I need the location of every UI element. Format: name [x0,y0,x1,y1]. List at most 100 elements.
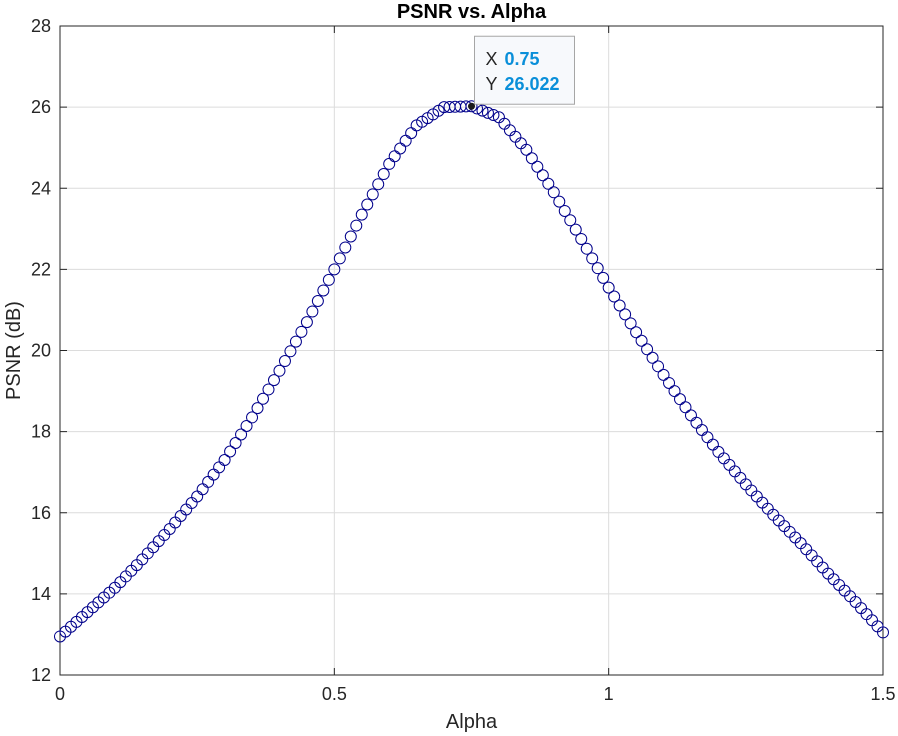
data-point[interactable] [235,428,248,441]
data-point[interactable] [564,214,577,227]
data-point[interactable] [613,299,626,312]
data-point[interactable] [218,454,231,467]
data-point[interactable] [372,178,385,191]
data-point[interactable] [383,157,396,170]
data-point[interactable] [278,355,291,368]
data-point[interactable] [657,368,670,381]
data-markers[interactable] [54,100,889,643]
data-point[interactable] [591,262,604,275]
data-point[interactable] [366,188,379,201]
data-point[interactable] [246,411,259,424]
data-point[interactable] [509,130,522,143]
data-point[interactable] [514,137,527,150]
data-point[interactable] [717,452,730,465]
data-point[interactable] [553,195,566,208]
data-point[interactable] [668,385,681,398]
data-point[interactable] [580,242,593,255]
data-point[interactable] [257,392,270,405]
data-point[interactable] [213,461,226,474]
data-point[interactable] [734,471,747,484]
data-point[interactable] [695,424,708,437]
data-point[interactable] [399,134,412,147]
data-point[interactable] [169,516,182,529]
x-tick-labels: 0 0.5 1 1.5 [55,684,896,704]
data-point[interactable] [673,393,686,406]
data-point[interactable] [630,326,643,339]
data-point[interactable] [240,419,253,432]
data-point[interactable] [608,290,621,303]
data-point[interactable] [196,483,209,496]
datatip-y-value: 26.022 [505,74,560,94]
data-point[interactable] [355,208,368,221]
data-point[interactable] [394,142,407,155]
data-point[interactable] [723,458,736,471]
data-point[interactable] [476,104,489,117]
data-point[interactable] [333,252,346,265]
data-point[interactable] [267,374,280,387]
data-point[interactable] [520,143,533,156]
data-point[interactable] [597,271,610,284]
data-point[interactable] [273,364,286,377]
data-point[interactable] [377,168,390,181]
data-point[interactable] [284,345,297,358]
data-point[interactable] [586,252,599,265]
data-point[interactable] [728,465,741,478]
data-point[interactable] [251,402,264,415]
data-point[interactable] [229,436,242,449]
data-point[interactable] [652,360,665,373]
data-point[interactable] [289,335,302,348]
data-point[interactable] [300,316,313,329]
data-point[interactable] [701,431,714,444]
data-point[interactable] [646,351,659,364]
data-point[interactable] [322,273,335,286]
data-point[interactable] [388,150,401,163]
data-point[interactable] [619,308,632,321]
data-point[interactable] [569,223,582,236]
data-point[interactable] [547,186,560,199]
data-point[interactable] [328,263,341,276]
data-point[interactable] [339,241,352,254]
data-point[interactable] [684,409,697,422]
data-point[interactable] [531,160,544,173]
data-point[interactable] [224,445,237,458]
data-point[interactable] [317,284,330,297]
data-point[interactable] [641,343,654,356]
data-point[interactable] [624,317,637,330]
data-point[interactable] [174,509,187,522]
data-point[interactable] [525,152,538,165]
data-point[interactable] [311,295,324,308]
data-point[interactable] [405,127,418,140]
data-point[interactable] [487,109,500,122]
data-point[interactable] [503,124,516,137]
data-point[interactable] [180,503,193,516]
data-point[interactable] [635,334,648,347]
data-point[interactable] [575,232,588,245]
data-point[interactable] [558,204,571,217]
y-tick-label: 16 [31,503,51,523]
data-point[interactable] [542,177,555,190]
data-point[interactable] [690,416,703,429]
datatip[interactable]: X 0.75 Y 26.022 [468,35,575,110]
data-point[interactable] [344,230,357,243]
data-point[interactable] [361,198,374,211]
data-point[interactable] [202,475,215,488]
data-point[interactable] [191,490,204,503]
datatip-x-key: X [486,49,498,69]
data-point[interactable] [679,401,692,414]
data-point[interactable] [262,383,275,396]
data-point[interactable] [465,100,478,113]
data-point[interactable] [498,117,511,130]
data-point[interactable] [706,438,719,451]
data-point[interactable] [712,445,725,458]
data-point[interactable] [536,169,549,182]
data-point[interactable] [306,305,319,318]
data-point[interactable] [185,497,198,510]
data-point[interactable] [350,219,363,232]
data-point[interactable] [663,376,676,389]
data-point[interactable] [481,106,494,119]
data-point[interactable] [877,626,889,639]
data-point[interactable] [207,468,220,481]
datatip-point[interactable] [468,102,475,110]
data-point[interactable] [295,325,308,338]
data-point[interactable] [602,281,615,294]
